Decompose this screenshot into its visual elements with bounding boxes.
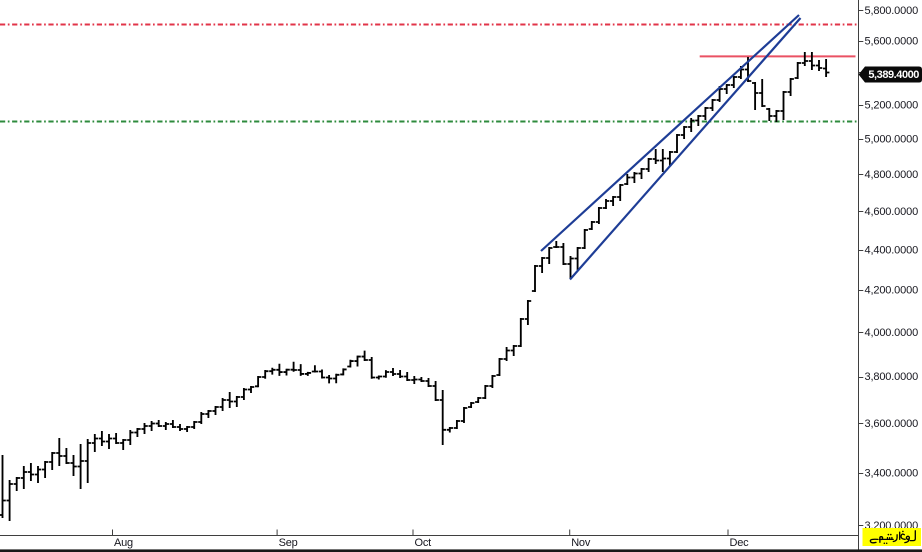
svg-text:3,800.0000: 3,800.0000 [865, 371, 919, 383]
svg-text:4,600.0000: 4,600.0000 [865, 206, 919, 218]
svg-text:5,000.0000: 5,000.0000 [865, 134, 919, 146]
svg-text:3,400.0000: 3,400.0000 [865, 468, 919, 480]
svg-text:4,800.0000: 4,800.0000 [865, 169, 919, 181]
svg-text:Sep: Sep [279, 537, 298, 549]
svg-text:4,200.0000: 4,200.0000 [865, 285, 919, 297]
svg-text:5,800.0000: 5,800.0000 [865, 5, 919, 17]
svg-text:Aug: Aug [114, 537, 133, 549]
svg-text:Nov: Nov [571, 537, 591, 549]
svg-text:5,389.4000: 5,389.4000 [868, 69, 919, 81]
svg-text:5,600.0000: 5,600.0000 [865, 35, 919, 47]
svg-text:4,000.0000: 4,000.0000 [865, 327, 919, 339]
svg-text:3,600.0000: 3,600.0000 [865, 418, 919, 430]
svg-text:4,400.0000: 4,400.0000 [865, 244, 919, 256]
svg-text:Oct: Oct [415, 537, 432, 549]
svg-text:Dec: Dec [730, 537, 750, 549]
svg-text:5,200.0000: 5,200.0000 [865, 100, 919, 112]
